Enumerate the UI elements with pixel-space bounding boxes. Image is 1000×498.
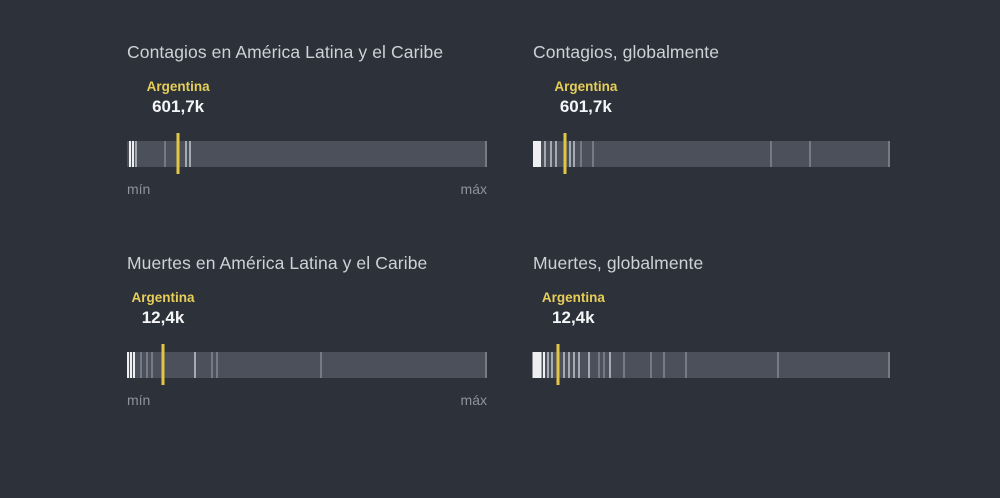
axis-labels: mín máx — [127, 392, 487, 408]
argentina-marker-tick — [556, 344, 560, 385]
highlight-country-label: Argentina — [146, 79, 210, 94]
axis-max-label: máx — [460, 181, 487, 197]
country-tick — [164, 141, 167, 167]
strip-chart-muertes-latam: Muertes en América Latina y el Caribe Ar… — [127, 253, 487, 423]
chart-title: Muertes en América Latina y el Caribe — [127, 253, 428, 273]
highlight-value-label: 12,4k — [141, 308, 185, 327]
country-tick — [809, 141, 812, 167]
strip-track — [532, 352, 890, 378]
highlight-value-label: 601,7k — [559, 97, 612, 116]
country-tick — [484, 352, 487, 378]
country-tick — [546, 352, 549, 378]
strip-track — [127, 141, 487, 167]
country-tick — [563, 352, 566, 378]
country-tick — [663, 352, 666, 378]
strip-chart-contagios-global: Contagios, globalmente Argentina 601,7k — [532, 42, 890, 212]
chart-title: Contagios en América Latina y el Caribe — [127, 42, 444, 62]
axis-max-label: máx — [460, 392, 487, 408]
highlight-value-label: 601,7k — [152, 97, 205, 116]
country-tick — [543, 352, 546, 378]
chart-title: Muertes, globalmente — [533, 253, 704, 273]
country-tick — [588, 352, 591, 378]
country-tick — [770, 141, 773, 167]
strip-track — [127, 352, 487, 378]
axis-min-label: mín — [127, 181, 151, 197]
country-tick — [568, 352, 571, 378]
country-tick — [146, 352, 149, 378]
country-tick — [603, 352, 606, 378]
highlight-country-label: Argentina — [541, 290, 605, 305]
country-tick — [484, 141, 487, 167]
strip-chart-muertes-global: Muertes, globalmente Argentina 12,4k — [532, 253, 890, 423]
highlight-annotation: Argentina 601,7k — [554, 79, 617, 116]
country-tick — [549, 141, 552, 167]
country-tick — [532, 141, 541, 167]
country-tick — [598, 352, 601, 378]
country-tick — [685, 352, 688, 378]
country-tick — [572, 141, 575, 167]
country-tick — [130, 352, 133, 378]
country-tick — [194, 352, 197, 378]
country-tick — [132, 141, 135, 167]
strip-chart-contagios-latam: Contagios en América Latina y el Caribe … — [127, 42, 487, 212]
axis-labels: mín máx — [127, 181, 487, 197]
country-tick — [579, 141, 582, 167]
country-tick — [127, 352, 130, 378]
axis-min-label: mín — [127, 392, 151, 408]
country-tick — [623, 352, 626, 378]
country-tick — [573, 352, 576, 378]
chart-title: Contagios, globalmente — [533, 42, 720, 62]
highlight-annotation: Argentina 12,4k — [542, 290, 605, 327]
country-tick — [609, 352, 612, 378]
country-tick — [569, 141, 572, 167]
country-tick — [128, 141, 131, 167]
country-tick — [887, 141, 890, 167]
country-tick — [591, 141, 594, 167]
country-tick — [185, 141, 188, 167]
highlight-annotation: Argentina 12,4k — [131, 290, 194, 327]
strip-track — [532, 141, 890, 167]
highlight-country-label: Argentina — [131, 290, 195, 305]
highlight-country-label: Argentina — [554, 79, 618, 94]
argentina-marker-tick — [176, 133, 180, 174]
country-tick — [135, 141, 138, 167]
country-tick — [887, 352, 890, 378]
country-tick — [150, 352, 153, 378]
country-tick — [133, 352, 136, 378]
country-tick — [320, 352, 323, 378]
highlight-annotation: Argentina 601,7k — [147, 79, 210, 116]
highlight-value-label: 12,4k — [552, 308, 595, 327]
country-tick — [578, 352, 581, 378]
country-tick — [650, 352, 653, 378]
country-tick — [216, 352, 219, 378]
country-tick — [189, 141, 192, 167]
country-tick — [554, 141, 557, 167]
country-tick — [776, 352, 779, 378]
argentina-marker-tick — [563, 133, 567, 174]
argentina-marker-tick — [161, 344, 165, 385]
country-tick — [140, 352, 143, 378]
country-tick — [544, 141, 547, 167]
country-tick — [532, 352, 542, 378]
country-tick — [211, 352, 214, 378]
country-tick — [550, 352, 553, 378]
